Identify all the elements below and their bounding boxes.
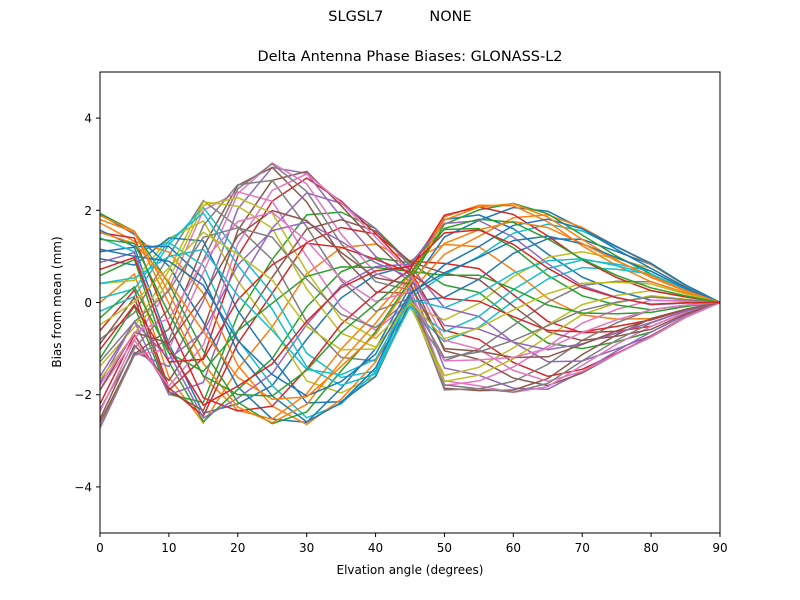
y-axis: −4 −2 0 2 4 [74, 112, 100, 494]
y-tick-label: 4 [84, 112, 92, 126]
x-tick-label: 60 [506, 541, 521, 555]
x-tick-label: 90 [712, 541, 727, 555]
y-axis-label: Bias from mean (mm) [50, 236, 64, 367]
y-tick-label: 2 [84, 204, 92, 218]
series-line [100, 220, 720, 400]
x-tick-label: 80 [643, 541, 658, 555]
series-line [100, 211, 720, 387]
series-line [100, 242, 720, 363]
series-line [100, 161, 720, 429]
x-tick-label: 0 [96, 541, 104, 555]
y-tick-label: −4 [74, 480, 92, 494]
figure-suptitle: SLGSL7 NONE [328, 9, 472, 25]
series-line [100, 235, 720, 397]
series-line [100, 227, 720, 363]
series-line [100, 196, 720, 383]
y-tick-label: 0 [84, 296, 92, 310]
series-line [100, 218, 720, 423]
x-tick-label: 20 [230, 541, 245, 555]
series-line [100, 218, 720, 412]
series-line [100, 248, 720, 376]
chart-title: Delta Antenna Phase Biases: GLONASS-L2 [257, 49, 563, 65]
series-line [100, 206, 720, 412]
x-axis-label: Elvation angle (degrees) [337, 563, 484, 577]
series-line [100, 202, 720, 425]
x-tick-label: 40 [368, 541, 383, 555]
x-tick-label: 70 [575, 541, 590, 555]
series-line [100, 218, 720, 397]
x-tick-label: 30 [299, 541, 314, 555]
series-line [100, 266, 720, 373]
series-line [100, 229, 720, 407]
y-tick-label: −2 [74, 388, 92, 402]
series-line [100, 227, 720, 423]
series-lines [100, 161, 720, 429]
x-tick-label: 50 [437, 541, 452, 555]
x-tick-label: 10 [161, 541, 176, 555]
series-line [100, 237, 720, 404]
series-line [100, 211, 720, 386]
x-axis: 0 10 20 30 40 50 60 70 80 90 [96, 533, 728, 555]
series-line [100, 231, 720, 351]
